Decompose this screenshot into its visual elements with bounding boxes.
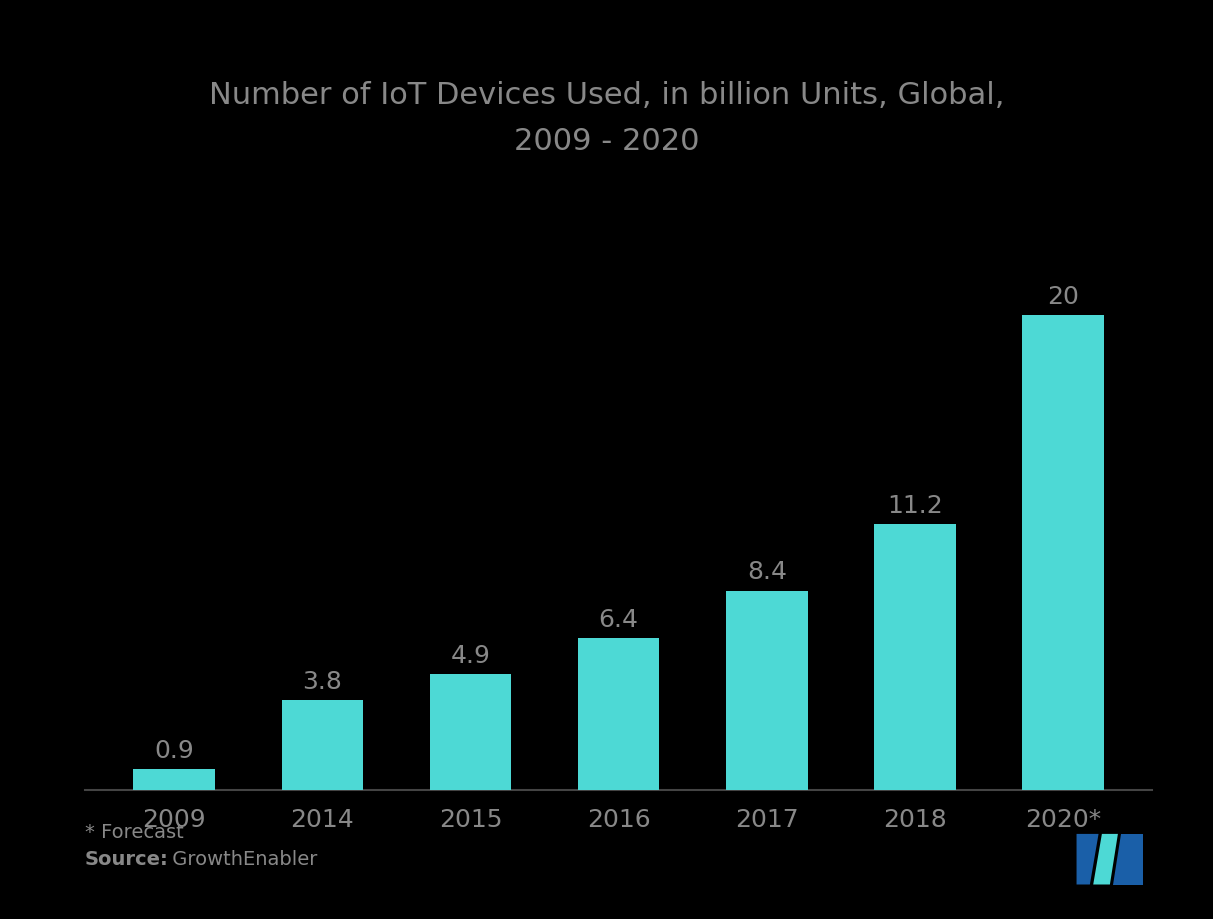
Text: Number of IoT Devices Used, in billion Units, Global,: Number of IoT Devices Used, in billion U…: [209, 81, 1004, 110]
Text: 0.9: 0.9: [154, 738, 194, 762]
Text: Source:: Source:: [85, 849, 169, 868]
Text: 20: 20: [1047, 284, 1080, 309]
Bar: [577, 639, 660, 790]
Text: * Forecast: * Forecast: [85, 822, 183, 841]
Text: 11.2: 11.2: [887, 494, 943, 517]
Text: GrowthEnabler: GrowthEnabler: [166, 849, 318, 868]
Bar: [727, 591, 808, 790]
Text: 3.8: 3.8: [302, 669, 342, 693]
Text: 4.9: 4.9: [450, 643, 490, 667]
Bar: [875, 525, 956, 790]
Bar: [429, 674, 511, 790]
Bar: [1023, 315, 1104, 790]
Text: 6.4: 6.4: [599, 607, 638, 631]
Bar: [133, 769, 215, 790]
Text: 2009 - 2020: 2009 - 2020: [514, 127, 699, 156]
Bar: [281, 700, 363, 790]
Text: 8.4: 8.4: [747, 560, 787, 584]
